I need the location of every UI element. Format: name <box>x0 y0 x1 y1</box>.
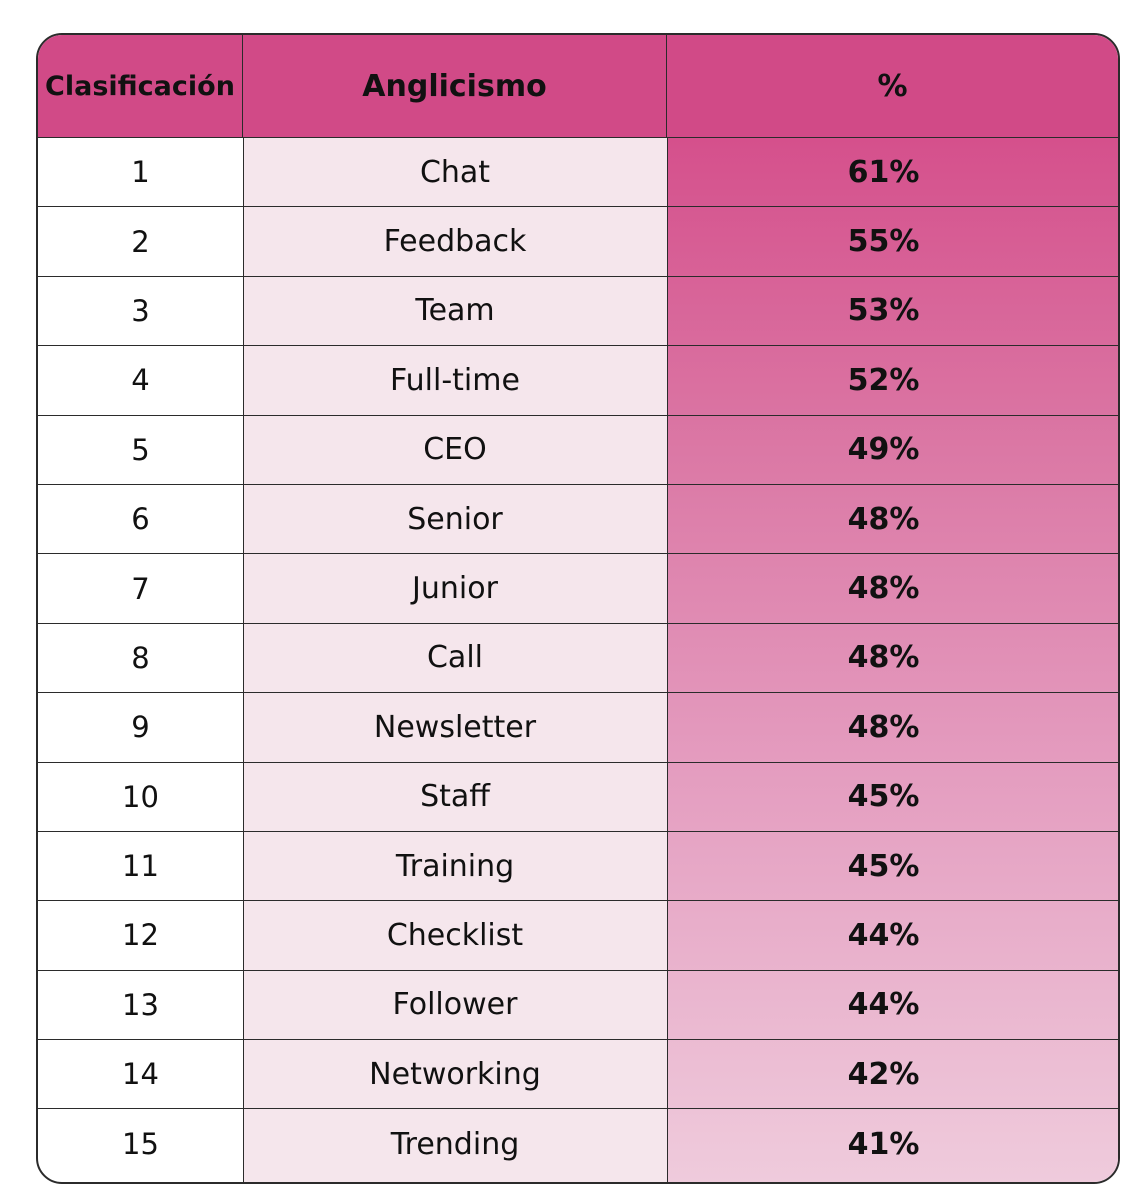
percent-cell: 49% <box>847 432 920 468</box>
rank-cell: 15 <box>122 1127 159 1162</box>
table-row: 14 Networking 42% <box>38 1040 1118 1110</box>
anglicismo-cell: Trending <box>390 1126 520 1162</box>
percent-cell: 61% <box>847 154 920 190</box>
rank-cell: 8 <box>131 640 150 675</box>
anglicismo-cell: Feedback <box>383 224 527 260</box>
percent-cell: 44% <box>847 987 920 1023</box>
table-row: 7 Junior 48% <box>38 554 1118 624</box>
rank-cell: 9 <box>131 710 150 745</box>
anglicismo-cell: Senior <box>407 501 503 537</box>
percent-cell: 55% <box>847 224 920 260</box>
table-row: 5 CEO 49% <box>38 416 1118 485</box>
anglicismo-column-background <box>244 138 667 1182</box>
header-anglicismo: Anglicismo <box>243 35 667 137</box>
header-percent: % <box>877 68 908 104</box>
anglicismo-cell: Junior <box>412 571 498 607</box>
table-row: 1 Chat 61% <box>38 138 1118 208</box>
table-row: 12 Checklist 44% <box>38 901 1118 971</box>
rank-cell: 7 <box>131 571 150 606</box>
rank-cell: 3 <box>131 293 150 328</box>
ranking-table: Clasificación Anglicismo % 1 Chat 61% 2 Feed… <box>36 33 1120 1184</box>
rank-cell: 4 <box>131 363 150 398</box>
percent-cell: 52% <box>847 362 920 398</box>
percent-cell: 48% <box>847 501 920 537</box>
table-row: 4 Full-time 52% <box>38 346 1118 416</box>
rank-cell: 11 <box>122 849 159 884</box>
rank-cell: 6 <box>131 502 150 537</box>
anglicismo-cell: Full-time <box>390 362 520 398</box>
table-row: 6 Senior 48% <box>38 485 1118 555</box>
table-row: 13 Follower 44% <box>38 971 1118 1041</box>
anglicismo-cell: Staff <box>420 779 490 815</box>
header-clasificacion: Clasificación <box>38 35 243 137</box>
table-body: 1 Chat 61% 2 Feedback 55% 3 Team 53% 4 Full-time 52… <box>38 138 1118 1182</box>
anglicismo-cell: Networking <box>369 1056 541 1092</box>
percent-cell: 42% <box>847 1056 920 1092</box>
column-divider <box>243 138 244 1182</box>
table-rows: 1 Chat 61% 2 Feedback 55% 3 Team 53% 4 Full-time 52… <box>38 138 1118 1182</box>
anglicismo-cell: Newsletter <box>373 709 537 745</box>
table-row: 10 Staff 45% <box>38 763 1118 832</box>
anglicismo-cell: Checklist <box>386 917 524 953</box>
rank-cell: 14 <box>122 1057 159 1092</box>
percent-cell: 48% <box>847 709 920 745</box>
table-row: 3 Team 53% <box>38 277 1118 347</box>
rank-cell: 13 <box>122 987 159 1022</box>
anglicismo-cell: Training <box>395 848 515 884</box>
rank-cell: 1 <box>131 155 150 190</box>
percent-cell: 48% <box>847 640 920 676</box>
percent-column-background <box>668 138 1118 1182</box>
table-row: 15 Trending 41% <box>38 1109 1118 1178</box>
anglicismo-cell: Chat <box>419 154 491 190</box>
anglicismo-cell: Team <box>415 293 495 329</box>
anglicismo-cell: Follower <box>392 987 518 1023</box>
percent-cell: 44% <box>847 917 920 953</box>
table-row: 2 Feedback 55% <box>38 207 1118 277</box>
rank-cell: 2 <box>131 224 150 259</box>
percent-cell: 41% <box>847 1126 920 1162</box>
percent-cell: 53% <box>847 293 920 329</box>
percent-cell: 48% <box>847 571 920 607</box>
rank-cell: 5 <box>131 432 150 467</box>
rank-cell: 12 <box>122 918 159 953</box>
table-row: 8 Call 48% <box>38 624 1118 694</box>
column-divider <box>667 138 668 1182</box>
anglicismo-cell: Call <box>426 640 483 676</box>
anglicismo-cell: CEO <box>423 432 487 468</box>
percent-cell: 45% <box>847 848 920 884</box>
table-row: 11 Training 45% <box>38 832 1118 902</box>
table-row: 9 Newsletter 48% <box>38 693 1118 763</box>
rank-cell: 10 <box>122 779 159 814</box>
percent-cell: 45% <box>847 779 920 815</box>
table-header: Clasificación Anglicismo % <box>38 35 1118 138</box>
